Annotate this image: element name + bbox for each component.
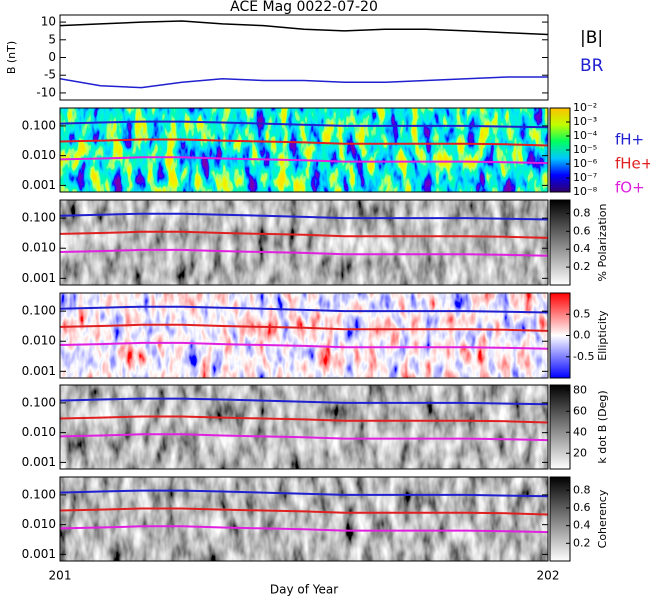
y-tick-label: 0.001 <box>22 455 56 469</box>
series-line <box>59 341 549 350</box>
legend-label: fHe+ <box>615 155 650 173</box>
panel-frame <box>59 199 549 286</box>
colorbar-tick-label: 0.6 <box>573 501 591 514</box>
colorbar-tick-label: 0.4 <box>573 519 591 532</box>
y-tick-label: -10 <box>36 85 56 99</box>
spectrogram-image <box>60 477 548 561</box>
x-tick-label: 202 <box>537 569 560 583</box>
series-line <box>59 138 549 147</box>
colorbar-tick-label: 10⁻⁶ <box>573 157 598 170</box>
colorbar-label: Ellipticity <box>596 310 609 361</box>
colorbar-tick-label: 20 <box>573 446 587 459</box>
colorbar <box>549 199 571 286</box>
colorbar-tick-label: 0.6 <box>573 224 591 237</box>
colorbar-tick-label: 10⁻⁸ <box>573 185 598 198</box>
colorbar-label: % Polarization <box>596 204 609 282</box>
y-tick-label: 0.010 <box>22 241 56 255</box>
colorbar-tick-label: 60 <box>573 404 587 417</box>
series-line <box>59 120 549 129</box>
series-line <box>59 76 548 89</box>
y-tick-label: 0.010 <box>22 148 56 162</box>
y-tick-label: 10 <box>41 15 56 29</box>
spectrogram-image <box>60 293 548 378</box>
y-tick-label: 0.001 <box>22 364 56 378</box>
y-tick-label: 0.100 <box>22 118 56 132</box>
series-line <box>59 433 549 442</box>
colorbar-label: Coherency <box>596 489 609 548</box>
panel-frame <box>59 384 549 470</box>
spectrogram-image <box>60 385 548 469</box>
y-tick-label: 0.100 <box>22 487 56 501</box>
series-line <box>59 248 549 257</box>
series-line <box>59 305 549 314</box>
legend-label: BR <box>580 56 604 76</box>
y-tick-label: 0.100 <box>22 395 56 409</box>
y-tick-label: 0 <box>48 50 56 64</box>
colorbar-tick-label: 40 <box>573 425 587 438</box>
colorbar-tick-label: 0.2 <box>573 536 591 549</box>
y-tick-label: 0.010 <box>22 425 56 439</box>
y-tick-label: 0.100 <box>22 211 56 225</box>
series-line <box>59 230 549 239</box>
panel-frame <box>59 476 549 562</box>
colorbar-tick-label: 0.0 <box>573 329 591 342</box>
y-tick-label: 0.001 <box>22 178 56 192</box>
legend-label: fO+ <box>615 179 645 197</box>
colorbar-tick-label: 10⁻⁷ <box>573 171 597 184</box>
y-tick-label: 0.001 <box>22 547 56 561</box>
colorbar <box>549 384 571 470</box>
legend-label: |B| <box>580 28 603 48</box>
colorbar-tick-label: 0.5 <box>573 307 591 320</box>
y-axis-label: B (nT) <box>5 41 18 74</box>
series-line <box>59 397 549 406</box>
series-line <box>59 156 549 165</box>
panel-frame <box>59 107 549 193</box>
colorbar-tick-label: 10⁻⁵ <box>573 143 597 156</box>
colorbar-label: k dot B (Deg) <box>596 390 609 463</box>
series-line <box>59 507 549 516</box>
legend-label: fH+ <box>615 131 644 149</box>
series-line <box>59 415 549 424</box>
y-tick-label: 0.010 <box>22 517 56 531</box>
colorbar-tick-label: 0.8 <box>573 206 591 219</box>
colorbar <box>549 476 571 562</box>
y-tick-label: 0.100 <box>22 304 56 318</box>
series-line <box>59 212 549 221</box>
spectrogram-image <box>60 108 548 192</box>
x-axis-label: Day of Year <box>270 583 338 597</box>
colorbar-tick-label: 10⁻² <box>573 101 597 114</box>
x-tick-label: 201 <box>49 569 72 583</box>
colorbar-tick-label: 0.4 <box>573 242 591 255</box>
chart-title: ACE Mag 0022-07-20 <box>230 0 378 15</box>
colorbar-tick-label: 10⁻³ <box>573 115 597 128</box>
y-tick-label: 0.010 <box>22 334 56 348</box>
colorbar-tick-label: 0.8 <box>573 483 591 496</box>
y-tick-label: -5 <box>44 68 56 82</box>
colorbar-tick-label: 80 <box>573 383 587 396</box>
spectrogram-image <box>60 200 548 285</box>
y-tick-label: 0.001 <box>22 271 56 285</box>
y-tick-label: 5 <box>48 32 56 46</box>
panel-frame <box>59 292 549 379</box>
series-line <box>59 323 549 332</box>
series-line <box>59 20 549 36</box>
series-line <box>59 489 549 498</box>
series-line <box>59 525 549 534</box>
colorbar-tick-label: 10⁻⁴ <box>573 129 598 142</box>
colorbar-tick-label: -0.5 <box>573 350 594 363</box>
colorbar-tick-label: 0.2 <box>573 260 591 273</box>
